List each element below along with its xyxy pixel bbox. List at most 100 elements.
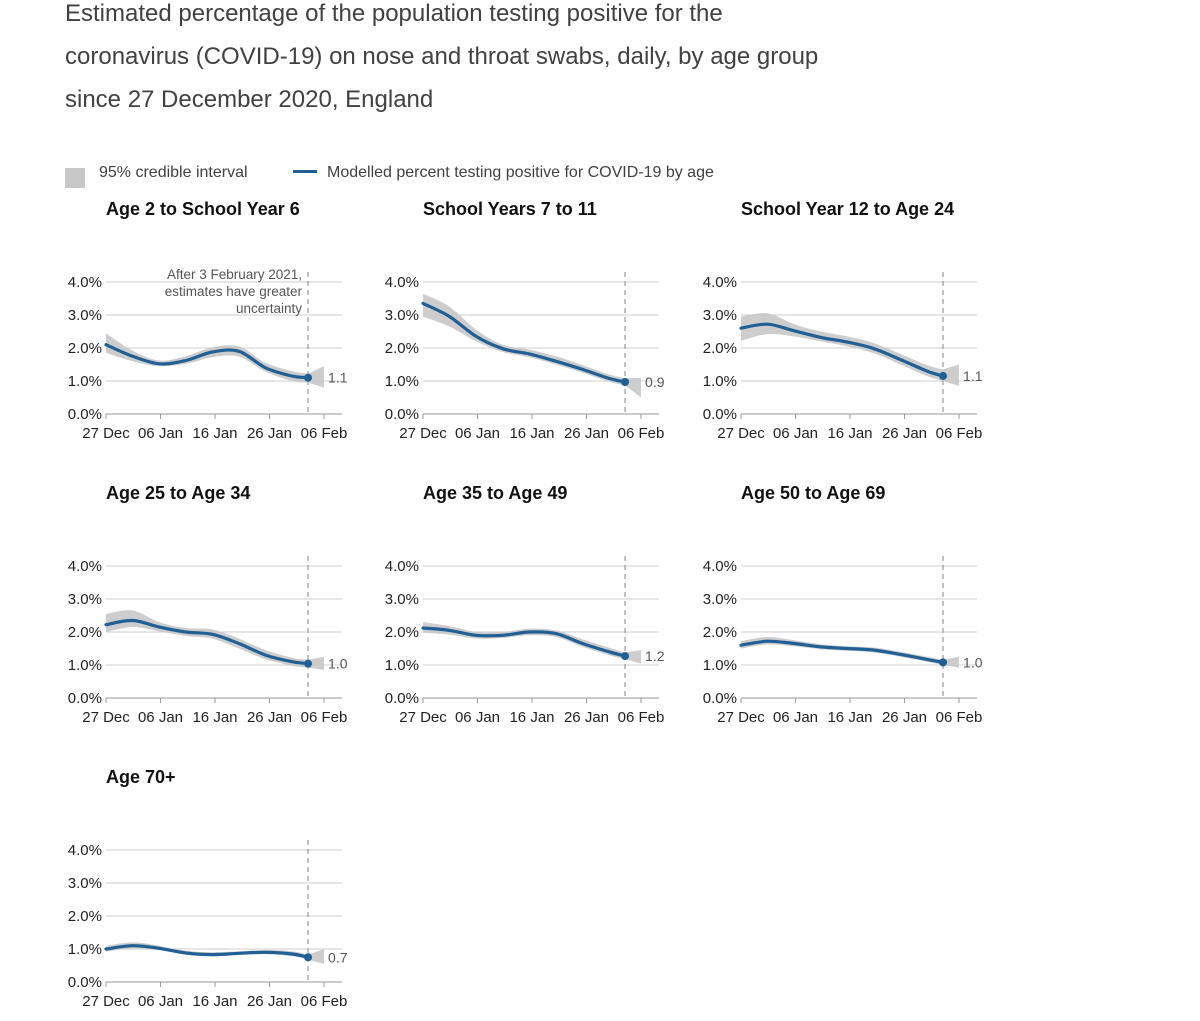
end-point <box>304 953 313 962</box>
x-tick-label: 06 Feb <box>301 709 348 726</box>
y-tick-label: 4.0% <box>68 842 102 859</box>
y-tick-label: 2.0% <box>385 624 419 641</box>
legend-ci-swatch <box>65 168 85 188</box>
y-tick-label: 1.0% <box>68 657 102 674</box>
x-tick-label: 16 Jan <box>192 709 237 726</box>
chart-panel: School Year 12 to Age 24 0.0% 1.0% 2.0% 3.0%… <box>703 199 983 442</box>
end-point <box>621 377 630 386</box>
end-value-label: 1.1 <box>963 368 983 384</box>
y-tick-label: 0.0% <box>68 690 102 707</box>
y-tick-label: 1.0% <box>385 657 419 674</box>
title-line-1: Estimated percentage of the population t… <box>65 0 723 27</box>
y-tick-label: 3.0% <box>68 307 102 324</box>
title-line-3: since 27 December 2020, England <box>65 86 434 113</box>
chart-panel: Age 70+ 0.0% 1.0% 2.0% 3.0% 4.0% 27 Dec 06 Jan 1… <box>68 767 348 1010</box>
x-tick-label: 26 Jan <box>247 709 292 726</box>
title-line-2: coronavirus (COVID-19) on nose and throa… <box>65 43 819 70</box>
end-value-label: 0.7 <box>328 949 348 965</box>
x-tick-label: 26 Jan <box>882 425 927 442</box>
x-tick-label: 26 Jan <box>564 709 609 726</box>
legend-line-label: Modelled percent testing positive for CO… <box>327 164 714 181</box>
y-tick-label: 2.0% <box>68 340 102 357</box>
modelled-line <box>104 944 310 959</box>
x-tick-label: 27 Dec <box>717 425 765 442</box>
x-tick-label: 27 Dec <box>717 709 765 726</box>
x-tick-label: 06 Feb <box>301 993 348 1010</box>
panel-title: School Years 7 to 11 <box>423 199 597 219</box>
x-tick-label: 27 Dec <box>399 425 447 442</box>
x-tick-label: 06 Jan <box>455 709 500 726</box>
y-tick-label: 3.0% <box>68 875 102 892</box>
end-point <box>939 372 948 381</box>
x-tick-label: 06 Jan <box>455 425 500 442</box>
annotation-line: estimates have greater <box>165 284 303 299</box>
end-value-label: 0.9 <box>645 374 665 390</box>
x-tick-label: 06 Feb <box>936 709 983 726</box>
y-tick-label: 3.0% <box>68 591 102 608</box>
y-tick-label: 2.0% <box>703 340 737 357</box>
credible-interval-band <box>423 622 641 664</box>
x-tick-label: 16 Jan <box>509 709 554 726</box>
annotation-line: After 3 February 2021, <box>167 267 302 282</box>
chart-panel: Age 50 to Age 69 0.0% 1.0% 2.0% 3.0% 4.0% 27 D… <box>703 483 983 726</box>
y-tick-label: 4.0% <box>68 274 102 291</box>
y-tick-label: 1.0% <box>68 941 102 958</box>
x-tick-label: 06 Jan <box>138 709 183 726</box>
x-tick-label: 16 Jan <box>509 425 554 442</box>
y-tick-label: 1.0% <box>385 373 419 390</box>
y-tick-label: 3.0% <box>703 591 737 608</box>
end-point <box>304 659 313 668</box>
chart-panel: Age 35 to Age 49 0.0% 1.0% 2.0% 3.0% 4.0% 27 D… <box>385 483 665 726</box>
panel-title: Age 25 to Age 34 <box>106 483 250 503</box>
x-tick-label: 06 Jan <box>773 425 818 442</box>
x-tick-label: 06 Feb <box>618 425 665 442</box>
y-tick-label: 2.0% <box>385 340 419 357</box>
x-tick-label: 06 Jan <box>138 425 183 442</box>
end-value-label: 1.0 <box>328 656 348 672</box>
x-tick-label: 06 Feb <box>936 425 983 442</box>
legend-line-swatch <box>293 170 317 173</box>
x-tick-label: 27 Dec <box>82 709 130 726</box>
end-value-label: 1.2 <box>645 648 665 664</box>
chart-panel: Age 2 to School Year 6 0.0% 1.0% 2.0% 3.0% 4.… <box>68 199 348 442</box>
x-tick-label: 26 Jan <box>247 993 292 1010</box>
panel-title: Age 50 to Age 69 <box>741 483 885 503</box>
y-tick-label: 0.0% <box>385 406 419 423</box>
x-tick-label: 16 Jan <box>192 993 237 1010</box>
y-tick-label: 2.0% <box>68 908 102 925</box>
modelled-line <box>421 301 627 384</box>
panel-title: Age 2 to School Year 6 <box>106 199 300 219</box>
y-tick-label: 0.0% <box>385 690 419 707</box>
y-tick-label: 4.0% <box>68 558 102 575</box>
x-tick-label: 06 Jan <box>138 993 183 1010</box>
x-tick-label: 16 Jan <box>192 425 237 442</box>
y-tick-label: 3.0% <box>385 591 419 608</box>
end-point <box>304 373 313 382</box>
chart-title: Estimated percentage of the population t… <box>65 0 925 121</box>
end-value-label: 1.0 <box>963 654 983 670</box>
annotation-line: uncertainty <box>236 301 302 316</box>
legend-ci-label: 95% credible interval <box>99 164 248 181</box>
x-tick-label: 26 Jan <box>247 425 292 442</box>
credible-interval-band <box>106 333 324 388</box>
panel-title: Age 35 to Age 49 <box>423 483 567 503</box>
panel-title: School Year 12 to Age 24 <box>741 199 954 219</box>
y-tick-label: 1.0% <box>68 373 102 390</box>
x-tick-label: 26 Jan <box>564 425 609 442</box>
y-tick-label: 0.0% <box>703 690 737 707</box>
end-point <box>939 658 948 667</box>
x-tick-label: 16 Jan <box>827 709 872 726</box>
modelled-line <box>421 626 627 658</box>
x-tick-label: 06 Feb <box>301 425 348 442</box>
y-tick-label: 0.0% <box>68 406 102 423</box>
y-tick-label: 1.0% <box>703 657 737 674</box>
y-tick-label: 4.0% <box>385 558 419 575</box>
panel-title: Age 70+ <box>106 767 176 787</box>
y-tick-label: 2.0% <box>68 624 102 641</box>
end-point <box>621 652 630 661</box>
end-value-label: 1.1 <box>328 370 348 386</box>
x-tick-label: 06 Jan <box>773 709 818 726</box>
y-tick-label: 3.0% <box>385 307 419 324</box>
x-tick-label: 27 Dec <box>82 425 130 442</box>
